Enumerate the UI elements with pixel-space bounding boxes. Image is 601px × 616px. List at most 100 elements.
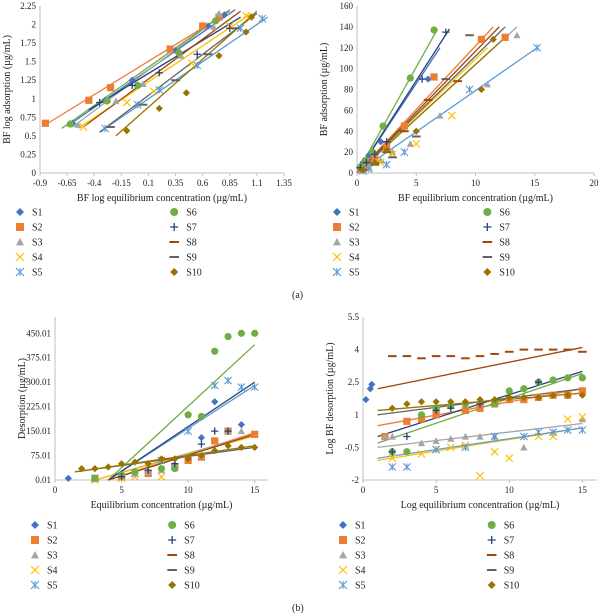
point-s5 [382,160,391,169]
point-s5 [258,14,267,23]
point-s7 [224,427,232,435]
chart-a-right: 0 5 10 15 20 0 20 40 60 80 100 120 140 160 BF equilibr… [319,1,599,279]
point-s5 [490,432,499,441]
fit-line-s7 [107,381,256,481]
point-s6 [379,122,387,130]
point-s4 [563,415,572,424]
point-s5 [388,462,397,471]
legend-marker-s2 [339,536,347,544]
x-tick-label: 20 [590,178,600,188]
y-tick-label: 150.01 [26,426,51,436]
point-s10 [117,460,126,468]
legend-label-s9: S9 [184,566,195,577]
point-s10 [505,393,513,402]
point-s3 [520,443,528,451]
fit-line-s10 [115,10,258,137]
legend-label-s4: S4 [32,253,43,264]
point-s7 [403,432,411,441]
legend-label-s5: S5 [349,268,360,279]
point-s6 [224,332,232,341]
point-s6 [131,468,139,476]
y-axis-label: Log BF desorption (µg/mL) [325,342,336,454]
x-tick-label: 0 [355,178,360,188]
x-axis-label: Log equilibrium concentration (µg/mL) [401,500,560,511]
point-s5 [193,61,202,70]
fit-line-s6 [107,344,256,481]
legend-label-s6: S6 [184,521,195,532]
point-s10 [224,442,232,450]
point-s3 [406,140,414,147]
legend-marker-s6 [168,521,177,529]
point-s6 [549,376,557,384]
y-tick-label: 0.01 [35,475,51,485]
point-s1 [197,434,206,442]
point-s7 [442,28,450,36]
y-tick-label: 375.01 [26,353,51,363]
point-s10 [104,463,112,471]
y-tick-label: 225.01 [26,402,51,412]
point-s2 [432,411,440,419]
point-s1 [211,398,219,406]
legend-label-s1: S1 [32,208,43,219]
legend-label-s5: S5 [355,581,366,592]
point-s7 [128,81,136,90]
point-s3 [476,432,484,440]
x-axis-label: Equilibrium concentration (µg/mL) [91,500,233,511]
x-axis-label: BF log equilibrium concentration (µg/mL) [77,193,247,204]
legend-label-s2: S2 [355,536,366,547]
legend-label-s1: S1 [355,521,366,532]
point-s6 [564,374,572,382]
x-tick-label: -0.4 [87,178,102,188]
point-s7 [418,75,426,83]
point-s10 [476,395,484,404]
point-s4 [446,443,455,452]
point-s7 [211,427,219,435]
point-s5 [519,432,528,441]
point-s3 [461,432,469,440]
legend-marker-s7 [483,223,492,231]
point-s10 [578,391,586,399]
point-s2 [501,33,509,41]
y-tick-label: 2 [32,20,37,30]
legend-marker-s3 [31,551,39,559]
point-s10 [549,391,557,399]
point-s10 [211,447,219,455]
point-s2 [400,122,408,130]
x-tick-label: 0.6 [197,178,209,188]
point-s10 [242,28,250,36]
point-s2 [215,13,223,21]
legend-marker-s4 [30,565,40,575]
legend-marker-s3 [339,551,347,559]
y-tick-label: 140 [340,22,354,32]
legend-marker-s2 [333,223,341,231]
point-s2 [578,387,586,395]
y-tick-label: 300.01 [26,377,51,387]
point-s2 [403,417,411,425]
point-s3 [436,111,444,119]
point-s10 [403,400,411,408]
point-s10 [432,398,440,406]
point-s10 [171,455,179,463]
point-s1 [368,380,376,388]
legend-marker-s5 [332,267,342,277]
point-s6 [491,400,499,408]
x-tick-label: 5 [119,485,124,495]
point-s10 [534,393,543,402]
point-s10 [251,443,259,452]
point-s7 [447,404,455,412]
point-s10 [123,127,131,135]
point-s4 [388,454,397,463]
x-tick-label: 15 [578,485,588,495]
point-s5 [210,381,219,390]
point-s3 [215,9,223,17]
point-s2 [166,45,174,53]
y-tick-label: -2 [352,475,360,485]
y-tick-label: 0.75 [20,112,36,122]
point-s6 [171,464,179,473]
legend-label-s1: S1 [349,208,360,219]
legend-label-s9: S9 [186,253,197,264]
legend-label-s8: S8 [504,551,515,562]
panel-label-a: (a) [292,290,304,301]
point-s3 [447,435,455,442]
point-s10 [131,458,139,466]
